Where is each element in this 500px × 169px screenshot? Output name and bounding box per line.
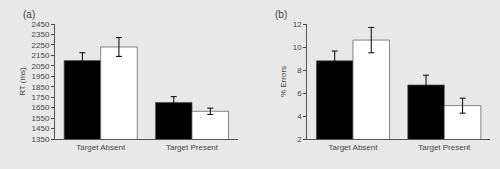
svg-text:% Errors: % Errors [279,66,288,97]
svg-text:10: 10 [293,43,302,52]
svg-text:Target Absent: Target Absent [76,143,126,152]
svg-text:2450: 2450 [32,20,50,29]
svg-text:Target Absent: Target Absent [329,143,379,152]
svg-text:2150: 2150 [32,51,50,60]
svg-text:1350: 1350 [32,135,50,144]
svg-text:Target Present: Target Present [418,143,471,152]
svg-text:1650: 1650 [32,103,50,112]
svg-text:1450: 1450 [32,124,50,133]
svg-text:8: 8 [297,66,302,75]
svg-text:1750: 1750 [32,93,50,102]
svg-text:2: 2 [297,135,302,144]
svg-text:6: 6 [297,89,302,98]
svg-text:2350: 2350 [32,30,50,39]
svg-text:(a): (a) [23,9,35,20]
svg-text:(b): (b) [275,9,287,20]
svg-text:1950: 1950 [32,72,50,81]
svg-text:4: 4 [297,112,302,121]
svg-text:2050: 2050 [32,62,50,71]
svg-text:RT (ms): RT (ms) [18,67,27,96]
svg-text:2250: 2250 [32,41,50,50]
svg-text:1850: 1850 [32,83,50,92]
svg-text:1550: 1550 [32,114,50,123]
svg-text:12: 12 [293,20,302,29]
svg-text:Target Present: Target Present [166,143,219,152]
